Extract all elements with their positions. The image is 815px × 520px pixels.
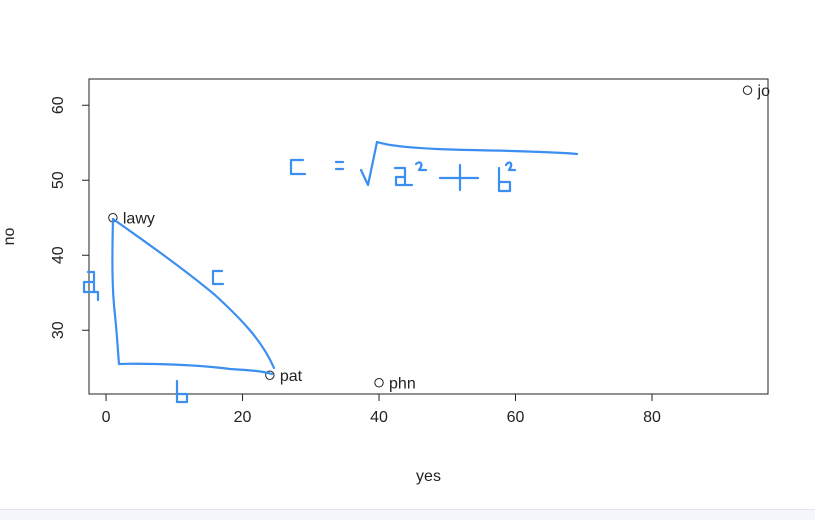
ink-formula-a-squared <box>393 161 428 187</box>
x-tick-label-60: 60 <box>507 409 525 426</box>
point-label-phn: phn <box>389 375 416 392</box>
ink-formula-b-squared <box>497 161 517 193</box>
ink-letter-c <box>211 269 225 286</box>
ink-formula-equals <box>334 160 345 171</box>
point-jo <box>742 85 753 95</box>
ink-formula-plus <box>438 163 480 192</box>
x-tick-label-20: 20 <box>234 409 252 426</box>
y-axis-label: no <box>1 228 18 246</box>
point-label-pat: pat <box>280 368 303 385</box>
x-axis-label: yes <box>416 468 441 485</box>
point-label-lawy: lawy <box>123 210 155 227</box>
ink-letter-a <box>82 270 100 302</box>
y-tick-label-40: 40 <box>50 246 67 264</box>
point-pat <box>265 370 275 380</box>
ink-triangle-horizontal-leg <box>117 362 274 376</box>
ink-triangle-vertical-leg <box>111 217 121 366</box>
x-tick-label-80: 80 <box>643 409 661 426</box>
y-tick-label-50: 50 <box>50 171 67 189</box>
ink-triangle-hypotenuse <box>111 217 276 370</box>
y-tick-label-30: 30 <box>50 321 67 339</box>
plot-area: 0 20 40 60 80 30 40 50 60 yes no lawy pat phn jo <box>1 78 771 485</box>
ink-formula-c <box>289 158 307 176</box>
x-tick-label-40: 40 <box>370 409 388 426</box>
handwritten-annotations <box>82 140 579 404</box>
y-tick-label-60: 60 <box>50 96 67 114</box>
window-bottom-strip <box>0 509 815 520</box>
ink-letter-b <box>175 379 189 404</box>
plot-frame <box>88 78 769 395</box>
point-phn <box>374 378 384 388</box>
point-label-jo: jo <box>757 83 771 100</box>
ink-formula-radical <box>359 140 579 187</box>
x-tick-label-0: 0 <box>102 409 111 426</box>
